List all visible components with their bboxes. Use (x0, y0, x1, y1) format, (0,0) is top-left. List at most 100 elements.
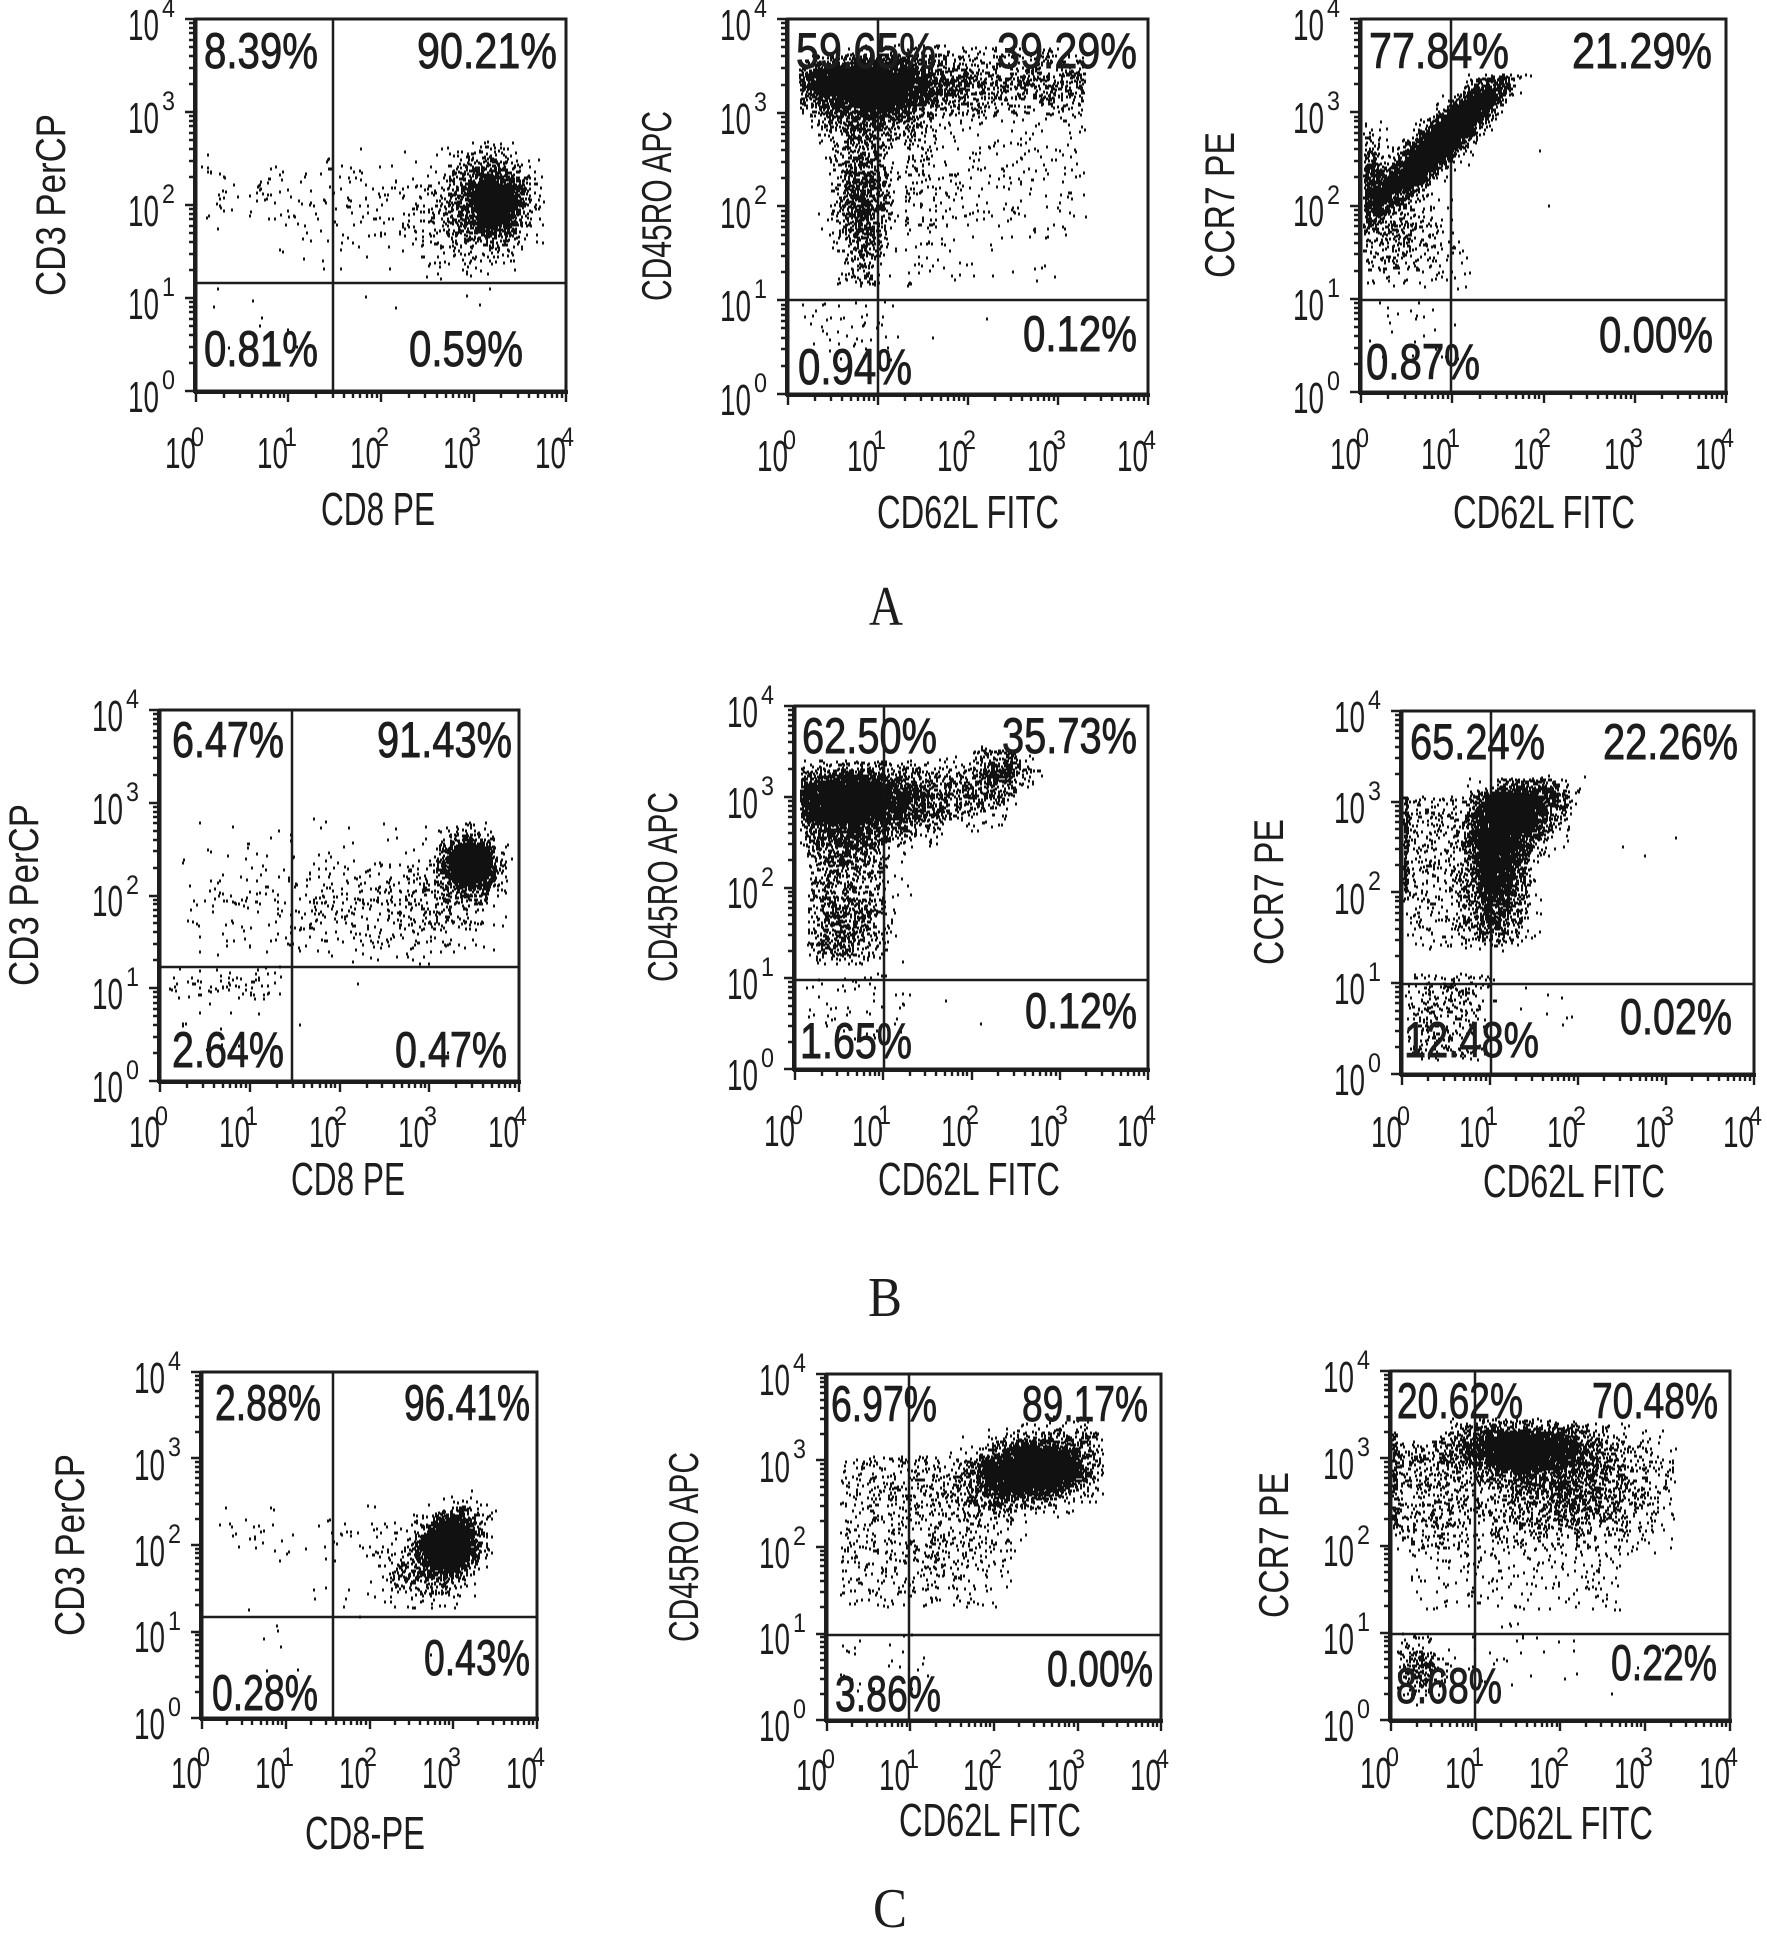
svg-text:3: 3 (1661, 1101, 1674, 1131)
svg-text:3: 3 (1072, 1744, 1085, 1774)
svg-text:10: 10 (1604, 430, 1635, 479)
svg-text:10: 10 (720, 189, 751, 238)
svg-text:10: 10 (128, 187, 159, 236)
svg-text:90.21%: 90.21% (417, 23, 557, 79)
svg-text:2: 2 (793, 1521, 806, 1551)
svg-text:0.47%: 0.47% (395, 1022, 507, 1078)
svg-text:4: 4 (561, 422, 574, 452)
svg-text:59.65%: 59.65% (796, 23, 936, 79)
svg-text:2: 2 (761, 862, 774, 892)
svg-text:0.28%: 0.28% (212, 1665, 318, 1721)
svg-text:3: 3 (754, 87, 767, 117)
svg-text:CD3 PerCP: CD3 PerCP (46, 1454, 93, 1636)
svg-text:10: 10 (757, 432, 788, 481)
svg-text:3: 3 (1055, 1100, 1068, 1130)
svg-text:CD62L FITC: CD62L FITC (1471, 1797, 1653, 1849)
svg-text:10: 10 (759, 1443, 790, 1492)
svg-text:10: 10 (727, 960, 758, 1009)
svg-text:10: 10 (727, 1051, 758, 1100)
svg-text:10: 10 (1371, 1108, 1402, 1157)
svg-text:CD62L FITC: CD62L FITC (1483, 1155, 1665, 1207)
svg-text:10: 10 (796, 1751, 827, 1800)
svg-text:1: 1 (1485, 1101, 1498, 1131)
svg-text:0: 0 (162, 365, 175, 395)
svg-text:0: 0 (1368, 1048, 1381, 1078)
svg-text:4: 4 (1156, 1744, 1169, 1774)
svg-text:10: 10 (488, 1108, 519, 1157)
svg-text:10: 10 (1421, 430, 1452, 479)
svg-text:10: 10 (1330, 430, 1361, 479)
svg-text:1: 1 (126, 962, 139, 992)
svg-text:10: 10 (398, 1108, 429, 1157)
svg-text:A: A (869, 576, 903, 638)
svg-text:1: 1 (168, 1606, 181, 1636)
svg-text:6.97%: 6.97% (831, 1376, 937, 1432)
svg-text:10: 10 (350, 429, 381, 478)
svg-text:10: 10 (941, 1107, 972, 1156)
svg-text:10: 10 (1614, 1749, 1645, 1798)
svg-text:6.47%: 6.47% (172, 712, 284, 768)
svg-text:10: 10 (1323, 1353, 1354, 1402)
svg-text:1: 1 (1368, 957, 1381, 987)
svg-text:96.41%: 96.41% (404, 1375, 530, 1431)
svg-text:10: 10 (1117, 1107, 1148, 1156)
svg-text:3: 3 (1630, 423, 1643, 453)
svg-text:1: 1 (1471, 1742, 1484, 1772)
svg-text:10: 10 (309, 1108, 340, 1157)
svg-text:10: 10 (879, 1751, 910, 1800)
svg-text:4: 4 (1357, 1345, 1370, 1375)
svg-text:10: 10 (128, 280, 159, 329)
svg-text:2: 2 (963, 425, 976, 455)
svg-text:10: 10 (1334, 693, 1365, 742)
svg-text:CD45RO APC: CD45RO APC (639, 792, 686, 982)
svg-text:3: 3 (468, 422, 481, 452)
svg-text:4: 4 (514, 1101, 527, 1131)
svg-text:1: 1 (284, 422, 297, 452)
svg-text:10: 10 (129, 1108, 160, 1157)
svg-text:2: 2 (364, 1742, 377, 1772)
svg-text:10: 10 (535, 429, 566, 478)
svg-text:10: 10 (759, 1529, 790, 1578)
svg-text:2: 2 (1368, 866, 1381, 896)
svg-text:3: 3 (1368, 776, 1381, 806)
svg-text:CD8 PE: CD8 PE (291, 1153, 405, 1205)
svg-text:10: 10 (759, 1356, 790, 1405)
svg-text:10: 10 (720, 1, 751, 50)
svg-text:CD45RO APC: CD45RO APC (633, 111, 680, 301)
svg-text:2.88%: 2.88% (215, 1375, 321, 1431)
svg-text:10: 10 (219, 1108, 250, 1157)
svg-text:CD62L FITC: CD62L FITC (877, 486, 1059, 538)
svg-text:3: 3 (126, 777, 139, 807)
svg-text:0: 0 (155, 1101, 168, 1131)
svg-text:10: 10 (720, 282, 751, 331)
svg-text:2: 2 (168, 1519, 181, 1549)
svg-text:10: 10 (963, 1751, 994, 1800)
svg-text:2: 2 (162, 179, 175, 209)
svg-text:1: 1 (873, 425, 886, 455)
svg-text:10: 10 (92, 692, 123, 741)
svg-text:2: 2 (1327, 180, 1340, 210)
svg-text:4: 4 (1725, 1742, 1738, 1772)
svg-text:10: 10 (1117, 432, 1148, 481)
svg-text:0: 0 (126, 1055, 139, 1085)
svg-text:20.62%: 20.62% (1397, 1373, 1523, 1429)
svg-text:4: 4 (162, 0, 175, 23)
svg-text:3: 3 (424, 1101, 437, 1131)
svg-text:CD62L FITC: CD62L FITC (1453, 486, 1635, 538)
svg-text:3: 3 (761, 771, 774, 801)
svg-text:0.94%: 0.94% (798, 339, 912, 395)
svg-text:2: 2 (1573, 1101, 1586, 1131)
svg-text:CD62L FITC: CD62L FITC (899, 1794, 1081, 1846)
svg-text:10: 10 (1699, 1749, 1730, 1798)
svg-text:4: 4 (532, 1742, 545, 1772)
svg-text:10: 10 (1293, 281, 1324, 330)
svg-text:77.84%: 77.84% (1369, 23, 1509, 79)
svg-text:4: 4 (168, 1346, 181, 1376)
svg-text:10: 10 (128, 94, 159, 143)
svg-text:10: 10 (1293, 187, 1324, 236)
svg-text:8.39%: 8.39% (204, 23, 318, 79)
svg-text:0.12%: 0.12% (1023, 306, 1137, 362)
svg-text:10: 10 (1293, 374, 1324, 423)
svg-text:0.81%: 0.81% (204, 321, 318, 377)
svg-text:0.02%: 0.02% (1620, 989, 1732, 1045)
